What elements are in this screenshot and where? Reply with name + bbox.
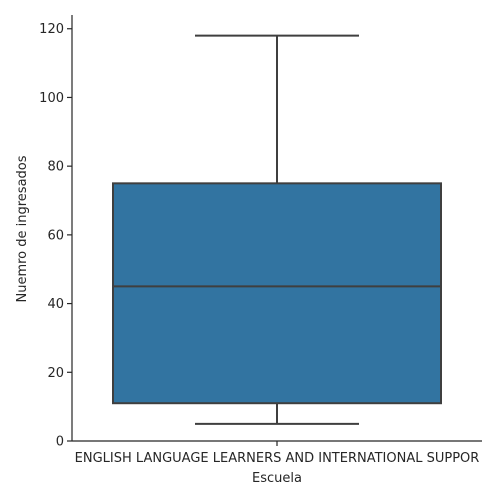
y-tick-label: 120 [39, 22, 64, 37]
plot-area [112, 34, 442, 425]
y-axis: 0 20 40 60 80 100 120 [39, 15, 73, 450]
y-tick-label: 20 [47, 366, 64, 381]
x-tick-label: ENGLISH LANGUAGE LEARNERS AND INTERNATIO… [75, 451, 480, 466]
y-tick-label: 100 [39, 91, 64, 106]
y-tick-label: 80 [47, 160, 64, 175]
y-tick-label: 40 [47, 297, 64, 312]
y-axis-title: Nuemro de ingresados [15, 155, 30, 302]
x-axis: ENGLISH LANGUAGE LEARNERS AND INTERNATIO… [72, 440, 482, 466]
y-tick-label: 60 [47, 228, 64, 243]
x-axis-title: Escuela [252, 471, 302, 486]
box-iqr [112, 182, 442, 405]
y-tick-label: 0 [56, 435, 64, 450]
